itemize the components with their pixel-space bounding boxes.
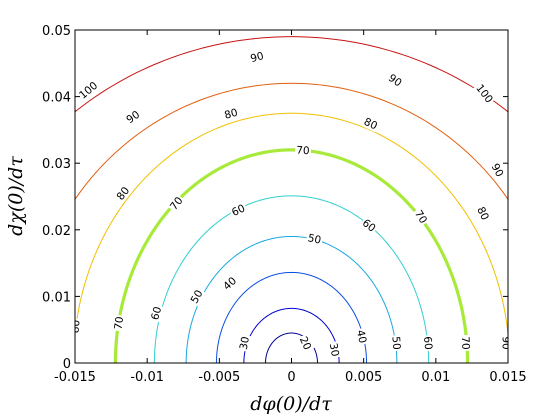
contour-line-80: [75, 112, 508, 340]
contour-label-bg: [411, 206, 432, 227]
contour-label-15: 70: [110, 314, 126, 332]
contour-label-25: 90: [488, 159, 508, 180]
x-tick-label: -0.015: [54, 370, 96, 385]
contour-label-bg: [500, 335, 508, 351]
contour-label-bg: [359, 215, 380, 236]
contour-label-11: 60: [421, 334, 436, 352]
contour-label-7: 50: [389, 334, 405, 352]
contour-label-bg: [186, 286, 206, 307]
contour-label-bg: [474, 203, 493, 224]
contour-label-text: 30: [238, 336, 252, 351]
x-tick-label: 0: [287, 370, 295, 385]
contour-label-20: 80: [474, 203, 493, 224]
contour-label-12: 70: [294, 142, 312, 158]
contour-label-text: 60: [149, 305, 164, 321]
contour-label-bg: [354, 327, 371, 346]
contour-label-bg: [327, 340, 343, 359]
contour-label-bg: [247, 48, 267, 65]
contour-label-bg: [221, 104, 241, 122]
contour-label-bg: [75, 77, 101, 103]
contour-label-text: 80: [362, 116, 379, 133]
contour-label-bg: [228, 200, 249, 220]
contour-label-bg: [389, 334, 405, 352]
x-tick-label: 0.015: [489, 370, 526, 385]
x-axis-label: dφ(0)/dτ: [250, 393, 332, 415]
contour-label-10: 60: [147, 303, 165, 323]
contour-label-text: 30: [327, 342, 341, 357]
contour-line-90: [75, 82, 508, 201]
contour-label-bg: [75, 317, 83, 335]
contour-label-8: 60: [228, 200, 249, 220]
contour-label-26: 90: [500, 335, 512, 351]
contour-label-bg: [112, 182, 133, 204]
contour-label-text: 70: [296, 145, 310, 158]
y-tick-label: 0.05: [42, 24, 71, 39]
y-tick-label: 0.04: [42, 91, 71, 106]
contour-label-text: 50: [189, 288, 206, 306]
contour-label-bg: [360, 113, 381, 133]
contour-label-text: 80: [69, 319, 82, 333]
contour-label-text: 70: [459, 336, 471, 350]
y-tick-label: 0: [63, 357, 71, 372]
contour-label-4: 40: [354, 327, 371, 346]
contour-label-text: 90: [489, 162, 506, 179]
y-tick-label: 0.03: [42, 157, 71, 172]
contour-label-text: 50: [389, 336, 402, 350]
contour-label-text: 80: [474, 205, 491, 222]
contour-label-bg: [166, 192, 186, 214]
contour-label-bg: [459, 334, 473, 352]
y-axis: 0 0.01 0.02 0.03 0.04 0.05: [42, 24, 508, 372]
contour-label-bg: [488, 159, 508, 180]
contour-line-40: [215, 271, 368, 363]
contour-label-bg: [110, 314, 126, 332]
contour-label-bg: [385, 70, 406, 90]
contour-label-text: 80: [223, 107, 239, 122]
contour-label-text: 50: [307, 232, 323, 247]
contour-label-18: 80: [360, 113, 381, 133]
contour-label-bg: [219, 272, 240, 294]
contour-label-bg: [421, 334, 436, 352]
contour-label-bg: [296, 333, 316, 353]
contour-label-0: 20: [296, 333, 316, 353]
y-tick-label: 0.02: [42, 224, 71, 239]
contour-line-30: [243, 307, 340, 363]
x-tick-label: 0.005: [345, 370, 382, 385]
contour-label-bg: [305, 230, 324, 247]
contour-label-text: 20: [297, 335, 314, 352]
contour-label-22: 90: [247, 48, 267, 65]
contour-label-text: 90: [249, 50, 265, 65]
contour-label-21: 80: [69, 317, 83, 335]
contour-label-5: 50: [186, 286, 206, 307]
contour-label-6: 50: [305, 230, 324, 247]
contour-label-bg: [472, 80, 497, 107]
contour-label-text: 40: [354, 329, 369, 345]
contour-label-bg: [236, 334, 252, 352]
contour-label-text: 90: [500, 336, 512, 349]
contour-line-100: [75, 36, 508, 113]
contour-line-60: [153, 195, 430, 363]
contour-label-bg: [294, 142, 312, 157]
contour-lines: [75, 36, 508, 363]
contour-label-text: 60: [421, 336, 434, 350]
contour-label-text: 70: [112, 316, 126, 331]
x-tick-label: -0.005: [198, 370, 240, 385]
contour-label-bg: [122, 106, 143, 127]
contour-label-17: 80: [221, 104, 241, 122]
x-tick-label: -0.01: [130, 370, 164, 385]
contour-label-1: 30: [236, 334, 252, 352]
x-tick-label: 0.01: [421, 370, 450, 385]
contour-label-text: 60: [230, 202, 247, 219]
contour-label-2: 30: [327, 340, 343, 359]
contour-label-bg: [147, 303, 165, 323]
y-axis-label: dχ(0)/dτ: [5, 156, 27, 236]
contour-label-16: 70: [459, 334, 473, 352]
contour-line-70: [113, 148, 470, 363]
y-tick-label: 0.01: [42, 290, 71, 305]
contour-line-20: [265, 332, 318, 363]
plot-background: [75, 30, 508, 363]
x-axis: -0.015 -0.01 -0.005 0 0.005 0.01 0.015: [54, 30, 527, 385]
